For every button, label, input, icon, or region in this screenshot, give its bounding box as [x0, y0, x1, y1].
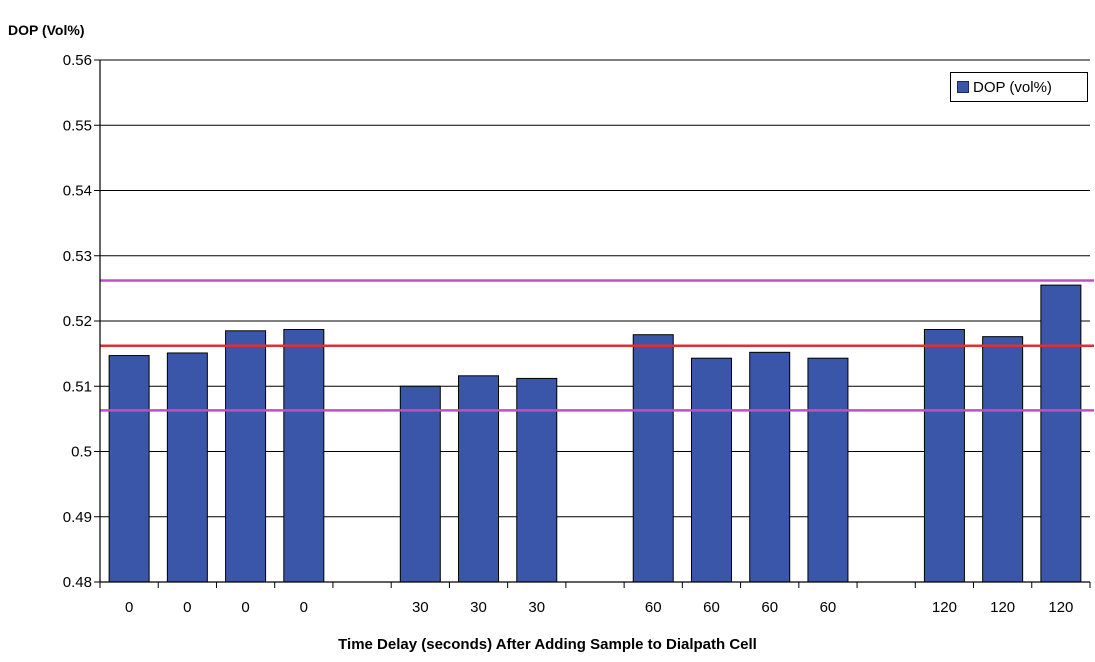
x-tick-label: 120 — [1048, 599, 1073, 616]
x-tick-label: 60 — [703, 599, 720, 616]
bar — [690, 357, 732, 583]
x-tick-label: 60 — [761, 599, 778, 616]
bars — [108, 284, 1082, 583]
y-tick-label: 0.53 — [63, 248, 92, 265]
bar — [1040, 284, 1082, 583]
y-tick-labels: 0.48 0.49 0.5 0.51 0.52 0.53 0.54 0.55 0.56 — [63, 52, 92, 591]
x-tick-label: 0 — [300, 599, 308, 616]
x-tick-label: 120 — [990, 599, 1015, 616]
legend: DOP (vol%) — [950, 72, 1088, 102]
y-tick-label: 0.48 — [63, 574, 92, 591]
bar — [982, 336, 1024, 583]
x-tick-label: 0 — [183, 599, 191, 616]
bar — [923, 328, 965, 583]
x-tick-label: 30 — [412, 599, 429, 616]
x-tick-label: 30 — [528, 599, 545, 616]
bar — [108, 355, 150, 583]
axes — [94, 59, 1091, 588]
bar — [458, 375, 500, 583]
x-tick-label: 0 — [241, 599, 249, 616]
y-axis-title: DOP (Vol%) — [8, 22, 85, 38]
legend-label: DOP (vol%) — [973, 78, 1052, 96]
y-tick-label: 0.51 — [63, 378, 92, 395]
x-tick-label: 30 — [470, 599, 487, 616]
reference-lines — [100, 279, 1094, 412]
x-tick-label: 0 — [125, 599, 133, 616]
bar — [283, 328, 325, 583]
bar — [225, 330, 267, 583]
bar — [807, 357, 849, 583]
x-tick-label: 60 — [645, 599, 662, 616]
x-tick-label: 120 — [932, 599, 957, 616]
y-tick-label: 0.54 — [63, 183, 92, 200]
bar — [399, 385, 441, 583]
y-tick-label: 0.56 — [63, 52, 92, 69]
bar — [749, 351, 791, 583]
x-tick-labels: 0 0 0 0 30 30 30 60 60 60 60 120 120 120 — [125, 599, 1073, 616]
legend-swatch — [957, 81, 969, 93]
x-tick-label: 60 — [820, 599, 837, 616]
y-tick-label: 0.49 — [63, 509, 92, 526]
y-tick-label: 0.52 — [63, 313, 92, 330]
bar — [632, 334, 674, 583]
y-tick-label: 0.5 — [71, 444, 92, 461]
y-tick-label: 0.55 — [63, 117, 92, 134]
bar — [516, 377, 558, 583]
bar — [166, 352, 208, 583]
x-axis-title: Time Delay (seconds) After Adding Sample… — [338, 636, 757, 653]
